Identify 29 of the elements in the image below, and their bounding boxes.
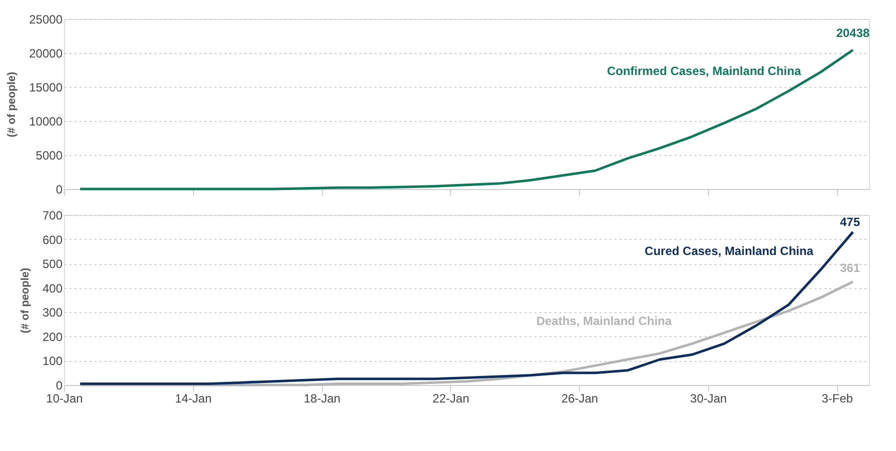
x-tick-label: 10-Jan xyxy=(46,392,83,406)
y-tick-label: 25000 xyxy=(29,12,63,26)
series-label: Deaths, Mainland China xyxy=(536,314,672,328)
x-tick-label: 3-Feb xyxy=(822,392,854,406)
y-tick-label: 200 xyxy=(42,330,63,344)
y-tick-label: 700 xyxy=(42,208,63,222)
annotation: 475 xyxy=(840,215,860,229)
x-tick-label: 22-Jan xyxy=(432,392,470,406)
y-tick-label: 600 xyxy=(42,232,63,247)
y-tick-label: 5000 xyxy=(36,148,63,162)
data-label: 20438 xyxy=(836,26,870,40)
y-tick-label: 0 xyxy=(56,378,63,392)
y-tick-label: 0 xyxy=(56,182,63,196)
series-label: Cured Cases, Mainland China xyxy=(644,244,814,258)
y-tick-label: 20000 xyxy=(29,46,63,60)
y-axis-title: (# of people) xyxy=(6,71,18,138)
y-tick-label: 100 xyxy=(42,354,63,368)
series-label: Confirmed Cases, Mainland China xyxy=(606,64,802,78)
x-tick-label: 14-Jan xyxy=(174,392,212,406)
y-tick-label: 10000 xyxy=(29,114,63,128)
y-tick-label: 300 xyxy=(42,306,63,320)
y-tick-label: 500 xyxy=(42,257,63,272)
y-axis-title: (# of people) xyxy=(19,267,32,334)
annotation: 361 xyxy=(840,261,860,275)
x-tick-label: 30-Jan xyxy=(690,392,727,406)
y-tick-label: 400 xyxy=(42,281,63,296)
y-tick-label: 15000 xyxy=(29,80,63,94)
x-tick-label: 18-Jan xyxy=(304,392,340,406)
x-tick-label: 26-Jan xyxy=(561,392,598,406)
